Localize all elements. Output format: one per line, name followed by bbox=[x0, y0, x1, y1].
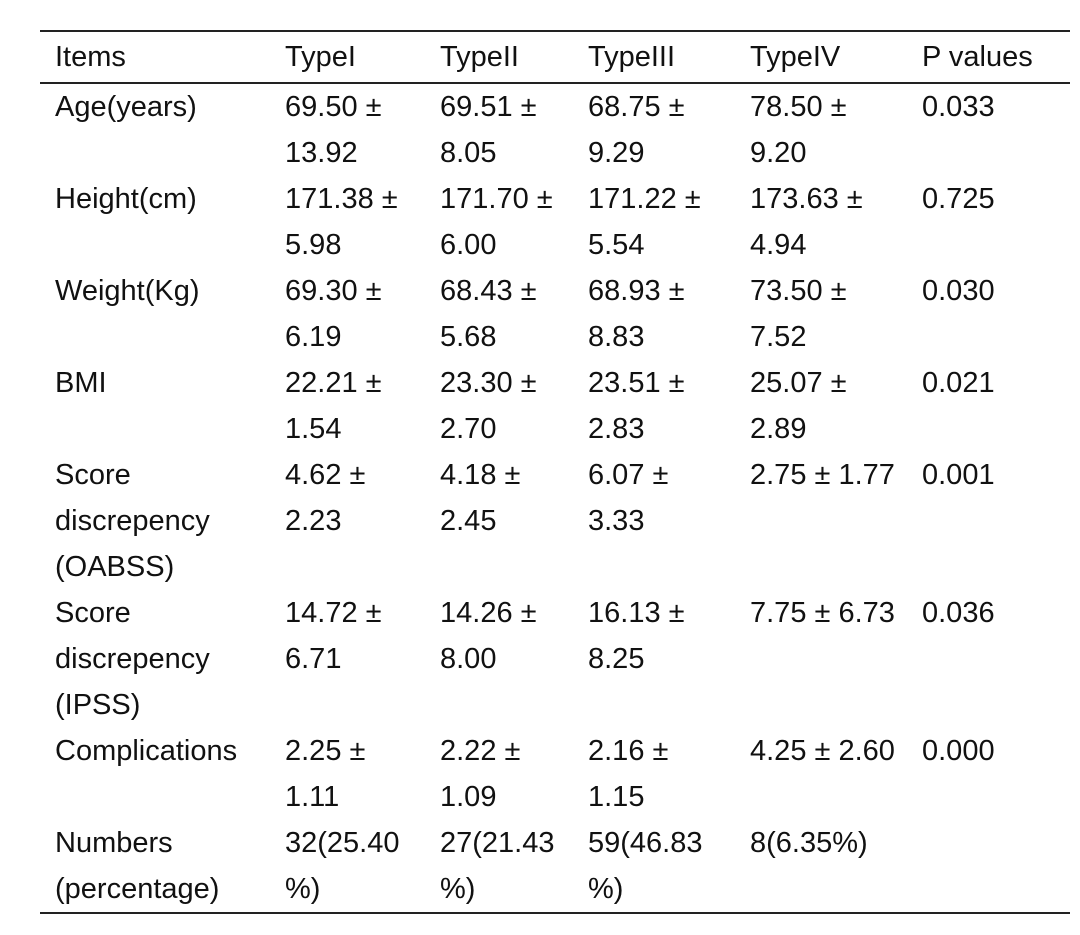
table-cell: 0.021 bbox=[922, 367, 995, 399]
table-cell: 14.26 ± 8.00 bbox=[440, 597, 537, 675]
table-cell: 68.43 ± 5.68 bbox=[440, 275, 537, 353]
table-cell: 69.50 ± 13.92 bbox=[285, 91, 382, 169]
row-label: Height(cm) bbox=[55, 183, 197, 215]
header-cell: TypeIII bbox=[588, 41, 676, 73]
table-header: Items TypeI TypeII TypeIII TypeIV P values bbox=[40, 31, 1070, 83]
table-container: Items TypeI TypeII TypeIII TypeIV P values Ag… bbox=[40, 30, 1070, 914]
table-cell: 69.51 ± 8.05 bbox=[440, 91, 537, 169]
row-label: Complications bbox=[55, 735, 238, 767]
table-cell: 8(6.35%) bbox=[750, 827, 868, 859]
table-cell: 69.30 ± 6.19 bbox=[285, 275, 382, 353]
table-cell: 2.16 ± 1.15 bbox=[588, 735, 669, 813]
row-label: BMI bbox=[55, 367, 107, 399]
table-row: Complications 2.25 ± 1.11 2.22 ± 1.09 2.16 … bbox=[40, 728, 1070, 820]
header-cell: Items bbox=[55, 41, 126, 73]
table-row: BMI 22.21 ± 1.54 23.30 ± 2.70 23.51 ± 2.83 2… bbox=[40, 360, 1070, 452]
table-cell: 22.21 ± 1.54 bbox=[285, 367, 382, 445]
table-cell: 0.725 bbox=[922, 183, 995, 215]
table-row: Weight(Kg) 69.30 ± 6.19 68.43 ± 5.68 68.93 … bbox=[40, 268, 1070, 360]
table-cell: 0.000 bbox=[922, 735, 995, 767]
table-cell: 59(46.83%) bbox=[588, 827, 703, 905]
table-row: Age(years) 69.50 ± 13.92 69.51 ± 8.05 68.75… bbox=[40, 83, 1070, 176]
header-row: Items TypeI TypeII TypeIII TypeIV P values bbox=[40, 31, 1070, 83]
table-row: Score discrepency (OABSS) 4.62 ± 2.23 4.18… bbox=[40, 452, 1070, 590]
table-cell: 171.22 ± 5.54 bbox=[588, 183, 701, 261]
table-cell: 2.22 ± 1.09 bbox=[440, 735, 521, 813]
table-cell: 171.38 ± 5.98 bbox=[285, 183, 398, 261]
row-label: Age(years) bbox=[55, 91, 197, 123]
table-cell: 4.25 ± 2.60 bbox=[750, 735, 895, 767]
table-cell: 78.50 ± 9.20 bbox=[750, 91, 847, 169]
table-cell: 171.70 ± 6.00 bbox=[440, 183, 553, 261]
table-cell: 4.62 ± 2.23 bbox=[285, 459, 366, 537]
table-cell: 7.75 ± 6.73 bbox=[750, 597, 895, 629]
table-row: Score discrepency (IPSS) 14.72 ± 6.71 14.2… bbox=[40, 590, 1070, 728]
table-cell: 0.001 bbox=[922, 459, 995, 491]
table-cell: 173.63 ± 4.94 bbox=[750, 183, 863, 261]
row-label: Weight(Kg) bbox=[55, 275, 200, 307]
header-cell: TypeI bbox=[285, 41, 356, 73]
row-label: Score discrepency (IPSS) bbox=[55, 597, 210, 721]
table-cell: 23.51 ± 2.83 bbox=[588, 367, 685, 445]
table-row: Height(cm) 171.38 ± 5.98 171.70 ± 6.00 171.… bbox=[40, 176, 1070, 268]
table-cell: 0.033 bbox=[922, 91, 995, 123]
table-cell bbox=[907, 820, 1070, 913]
table-cell: 32(25.40%) bbox=[285, 827, 400, 905]
table-cell: 16.13 ± 8.25 bbox=[588, 597, 685, 675]
header-cell: P values bbox=[922, 41, 1033, 73]
header-cell: TypeII bbox=[440, 41, 519, 73]
table-cell: 27(21.43%) bbox=[440, 827, 555, 905]
table-cell: 23.30 ± 2.70 bbox=[440, 367, 537, 445]
table-row: Numbers (percentage) 32(25.40%) 27(21.43%)… bbox=[40, 820, 1070, 913]
table-cell: 68.75 ± 9.29 bbox=[588, 91, 685, 169]
table-cell: 0.030 bbox=[922, 275, 995, 307]
row-label: Numbers (percentage) bbox=[55, 827, 220, 905]
table-cell: 14.72 ± 6.71 bbox=[285, 597, 382, 675]
row-label: Score discrepency (OABSS) bbox=[55, 459, 210, 583]
table-body: Age(years) 69.50 ± 13.92 69.51 ± 8.05 68.75… bbox=[40, 83, 1070, 913]
table-cell: 68.93 ± 8.83 bbox=[588, 275, 685, 353]
header-cell: TypeIV bbox=[750, 41, 841, 73]
data-table: Items TypeI TypeII TypeIII TypeIV P values Ag… bbox=[40, 30, 1070, 914]
table-cell: 0.036 bbox=[922, 597, 995, 629]
table-cell: 4.18 ± 2.45 bbox=[440, 459, 521, 537]
table-cell: 6.07 ± 3.33 bbox=[588, 459, 669, 537]
table-cell: 73.50 ± 7.52 bbox=[750, 275, 847, 353]
table-cell: 2.75 ± 1.77 bbox=[750, 459, 895, 491]
table-cell: 2.25 ± 1.11 bbox=[285, 735, 366, 813]
table-cell: 25.07 ± 2.89 bbox=[750, 367, 847, 445]
